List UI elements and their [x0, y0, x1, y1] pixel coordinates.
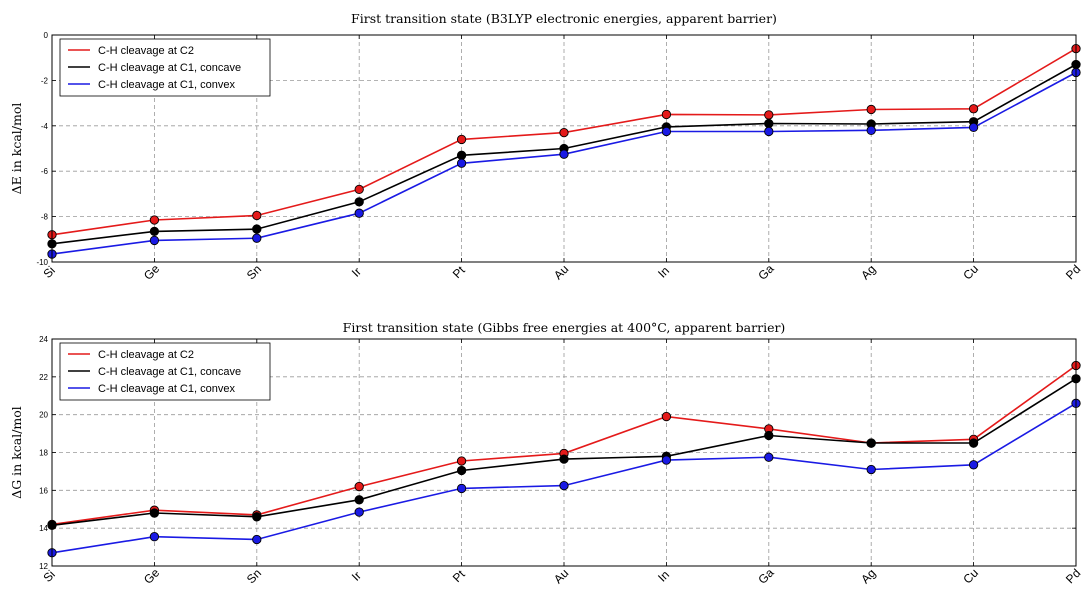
x-tick-label: Sn — [244, 566, 264, 586]
x-tick-label: Ir — [349, 265, 364, 280]
legend-label: C-H cleavage at C1, convex — [98, 79, 235, 91]
y-tick-label: 20 — [39, 411, 48, 420]
data-point — [456, 465, 467, 476]
data-point — [149, 532, 160, 542]
x-tick-label: Cu — [960, 566, 981, 587]
data-point — [968, 438, 979, 448]
data-point — [252, 210, 262, 221]
y-axis-label: ΔG in kcal/mol — [9, 406, 24, 499]
x-tick-label: Ag — [858, 566, 878, 586]
data-point — [968, 460, 979, 470]
x-tick-label: Cu — [960, 262, 981, 283]
data-point — [661, 126, 672, 137]
data-point — [866, 125, 876, 135]
data-point — [354, 507, 364, 517]
y-tick-label: 18 — [39, 449, 48, 458]
data-point — [661, 411, 672, 422]
data-point — [764, 430, 774, 441]
legend-label: C-H cleavage at C2 — [98, 45, 194, 57]
data-point — [764, 126, 774, 137]
data-point — [252, 224, 262, 234]
chart-title: First transition state (Gibbs free energ… — [343, 320, 786, 335]
data-point — [661, 109, 672, 120]
data-point — [252, 233, 262, 243]
legend: C-H cleavage at C2 C-H cleavage at C1, co… — [59, 342, 271, 401]
data-point — [354, 197, 364, 207]
data-point — [456, 150, 467, 160]
legend-label: C-H cleavage at C1, concave — [98, 62, 241, 74]
x-tick-label: Au — [551, 566, 571, 586]
legend-label: C-H cleavage at C1, convex — [98, 383, 235, 395]
x-tick-label: Ge — [141, 565, 162, 586]
data-point — [866, 104, 876, 115]
data-point — [764, 452, 774, 462]
data-point — [252, 512, 262, 522]
x-tick-label: Sn — [244, 262, 264, 282]
x-tick-label: Pd — [1063, 262, 1083, 282]
y-tick-label: 16 — [39, 486, 48, 495]
x-tick-label: Ir — [349, 569, 364, 584]
y-tick-label: 22 — [39, 373, 48, 382]
x-tick-label: Ga — [755, 261, 776, 282]
x-tick-label: Pt — [450, 263, 468, 281]
legend: C-H cleavage at C2 C-H cleavage at C1, co… — [59, 38, 271, 97]
data-point — [456, 456, 467, 466]
data-point — [456, 158, 467, 168]
data-point — [252, 534, 262, 545]
legend-label: C-H cleavage at C1, concave — [98, 366, 241, 378]
series-1 — [47, 43, 1081, 240]
data-point — [559, 454, 569, 464]
y-tick-label: 12 — [39, 562, 48, 571]
y-tick-label: -4 — [41, 122, 49, 131]
series-3 — [47, 398, 1081, 558]
data-point — [866, 438, 876, 448]
data-point — [456, 134, 467, 145]
x-tick-label: Ge — [141, 261, 162, 282]
x-tick-label: In — [655, 264, 672, 281]
data-point — [149, 215, 160, 225]
x-tick-label: Pd — [1063, 566, 1083, 586]
data-point — [354, 184, 364, 195]
data-point — [559, 127, 569, 138]
data-point — [968, 104, 979, 114]
y-tick-label: -8 — [41, 213, 49, 222]
chart-title: First transition state (B3LYP electronic… — [351, 11, 777, 26]
y-tick-label: 24 — [39, 335, 48, 344]
x-tick-label: Ag — [858, 262, 878, 282]
data-point — [149, 235, 160, 246]
data-point — [559, 480, 569, 491]
data-point — [866, 464, 876, 475]
x-tick-label: Au — [551, 262, 571, 282]
y-tick-label: 14 — [39, 524, 48, 533]
y-tick-label: 0 — [44, 31, 49, 40]
x-tick-label: In — [655, 568, 672, 585]
data-point — [149, 508, 160, 518]
y-tick-label: -10 — [36, 258, 48, 267]
data-point — [661, 455, 672, 465]
data-point — [149, 226, 160, 237]
legend-box — [59, 38, 271, 97]
data-point — [764, 110, 774, 120]
y-tick-label: -2 — [41, 76, 49, 85]
data-point — [354, 495, 364, 505]
data-point — [354, 208, 364, 218]
data-point — [559, 149, 569, 159]
data-point — [354, 481, 364, 492]
y-tick-label: -6 — [41, 167, 49, 176]
legend-box — [59, 342, 271, 401]
data-point — [764, 118, 774, 129]
data-point — [456, 483, 467, 494]
x-tick-label: Pt — [450, 567, 468, 585]
x-tick-label: Ga — [755, 565, 776, 586]
data-point — [968, 122, 979, 133]
legend-label: C-H cleavage at C2 — [98, 349, 194, 361]
y-axis-label: ΔE in kcal/mol — [9, 103, 24, 195]
series-2 — [47, 374, 1081, 530]
